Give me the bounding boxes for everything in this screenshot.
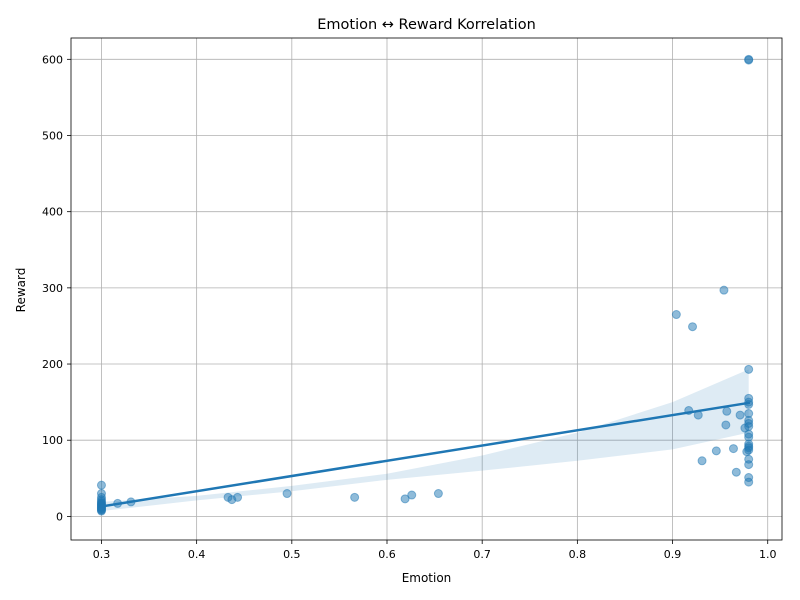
data-point (671, 310, 681, 320)
x-tick-label: 0.7 (473, 548, 491, 561)
plot-area-frame (70, 37, 783, 541)
regression-line-layer (100, 401, 751, 508)
x-tick-label: 0.5 (283, 548, 301, 561)
y-tick-label: 500 (42, 130, 63, 143)
y-tick-label: 600 (42, 53, 63, 66)
x-axis-label: Emotion (402, 571, 452, 585)
data-point (744, 421, 754, 431)
regression-line (100, 401, 751, 508)
data-point (233, 492, 243, 502)
y-tick-label: 0 (56, 510, 63, 523)
data-point (744, 54, 754, 64)
y-tick-label: 100 (42, 434, 63, 447)
chart-title: Emotion ↔ Reward Korrelation (317, 17, 536, 33)
data-point (744, 364, 754, 374)
data-point (96, 480, 106, 490)
data-point (719, 285, 729, 295)
confidence-band (101, 369, 749, 512)
data-point (744, 477, 754, 487)
data-point (731, 467, 741, 477)
confidence-band-layer (101, 369, 749, 512)
data-point (711, 446, 721, 456)
x-axis-ticks: 0.3 0.4 0.5 0.6 0.7 0.8 0.9 1.0 (93, 540, 777, 561)
data-point (744, 460, 754, 470)
data-point (350, 492, 360, 502)
grid-lines (71, 38, 782, 540)
y-tick-label: 200 (42, 358, 63, 371)
y-tick-label: 400 (42, 206, 63, 219)
data-point (735, 410, 745, 420)
y-tick-label: 300 (42, 282, 63, 295)
x-tick-label: 1.0 (759, 548, 777, 561)
x-tick-label: 0.8 (569, 548, 587, 561)
data-point (721, 420, 731, 430)
x-tick-label: 0.4 (188, 548, 206, 561)
y-axis-label: Reward (14, 268, 28, 313)
y-axis-ticks: 0 100 200 300 400 500 600 (42, 53, 71, 523)
data-point (400, 494, 410, 504)
data-point (96, 506, 106, 516)
x-tick-label: 0.9 (664, 548, 682, 561)
data-point (407, 490, 417, 500)
data-point (433, 489, 443, 499)
x-tick-label: 0.3 (93, 548, 111, 561)
data-point (744, 445, 754, 455)
data-point (728, 444, 738, 454)
data-point (722, 406, 732, 416)
data-point (688, 322, 698, 332)
data-point (282, 489, 292, 499)
data-point (697, 456, 707, 466)
x-tick-label: 0.6 (378, 548, 396, 561)
